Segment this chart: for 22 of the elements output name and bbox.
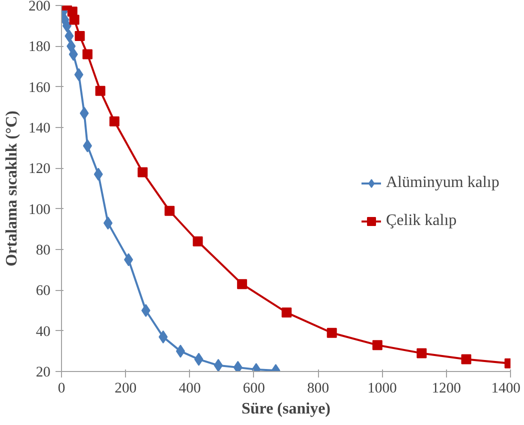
legend-label: Çelik kalıp	[386, 212, 457, 230]
y-tick-label: 120	[28, 161, 50, 178]
y-tick-label: 160	[28, 80, 50, 96]
y-tick-label: 200	[28, 0, 50, 14]
x-tick-label: 400	[178, 380, 201, 396]
x-tick-label: 1400	[491, 380, 520, 396]
y-tick-label: 140	[28, 120, 50, 136]
x-tick-label: 800	[307, 380, 330, 396]
x-tick-label: 0	[58, 380, 66, 396]
y-axis-title: Ortalama sıcaklık (°C)	[4, 110, 21, 266]
y-tick-label: 100	[28, 202, 50, 218]
y-tick-label: 20	[36, 364, 50, 380]
y-tick-label: 40	[36, 324, 50, 340]
x-tick-label: 200	[114, 380, 137, 396]
x-axis-title: Süre (saniye)	[241, 400, 331, 418]
x-tick-label: 1200	[432, 380, 462, 396]
legend-label: Alüminyum kalıp	[386, 174, 500, 192]
x-tick-label: 1000	[368, 380, 397, 396]
x-tick-label: 600	[242, 380, 265, 396]
y-tick-label: 180	[28, 39, 50, 56]
y-tick-label: 60	[36, 283, 50, 300]
y-tick-label: 80	[36, 242, 50, 258]
